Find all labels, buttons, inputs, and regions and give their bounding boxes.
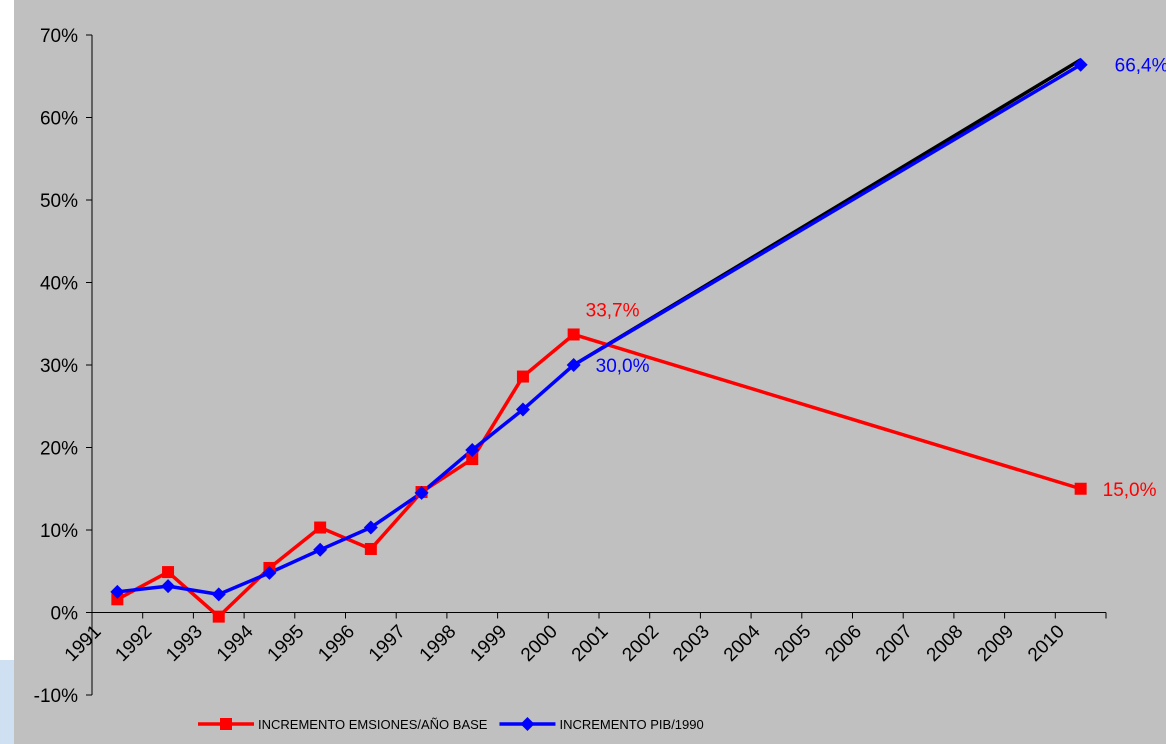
- y-tick-label: 50%: [40, 191, 78, 212]
- data-point-diamond: [515, 402, 530, 417]
- legend-label: INCREMENTO PIB/1990: [559, 717, 703, 732]
- y-tick-label: 40%: [40, 274, 78, 295]
- data-label: 30,0%: [596, 356, 650, 377]
- data-point-square: [1074, 482, 1087, 495]
- data-label: 66,4%: [1115, 56, 1166, 77]
- data-point-square: [516, 370, 529, 383]
- data-point-square: [314, 521, 327, 534]
- data-point-diamond: [414, 485, 429, 500]
- y-tick-label: 60%: [40, 109, 78, 130]
- data-point-diamond: [313, 542, 328, 557]
- data-point-diamond: [566, 358, 581, 372]
- data-point-diamond: [465, 442, 480, 457]
- legend-marker-diamond: [520, 717, 535, 731]
- data-label: 33,7%: [586, 300, 640, 321]
- data-point-diamond: [211, 587, 226, 602]
- data-point-square: [567, 328, 580, 341]
- data-point-square: [466, 453, 479, 466]
- data-point-diamond: [1073, 57, 1088, 72]
- data-point-diamond: [110, 584, 125, 599]
- y-tick-label: 20%: [40, 439, 78, 460]
- y-tick-label: 30%: [40, 356, 78, 377]
- y-tick-label: 0%: [51, 604, 79, 625]
- y-tick-label: 70%: [40, 26, 78, 47]
- legend-label: INCREMENTO EMSIONES/AÑO BASE: [258, 717, 488, 732]
- data-point-square: [212, 610, 225, 623]
- data-point-square: [364, 542, 377, 555]
- y-tick-label: -10%: [34, 686, 78, 707]
- data-point-square: [162, 566, 175, 579]
- y-tick-label: 10%: [40, 521, 78, 542]
- data-point-diamond: [363, 520, 378, 535]
- data-point-diamond: [262, 565, 277, 580]
- data-label: 15,0%: [1103, 480, 1157, 501]
- legend-marker-square: [220, 718, 232, 730]
- data-point-diamond: [161, 579, 176, 594]
- data-point-square: [111, 593, 124, 606]
